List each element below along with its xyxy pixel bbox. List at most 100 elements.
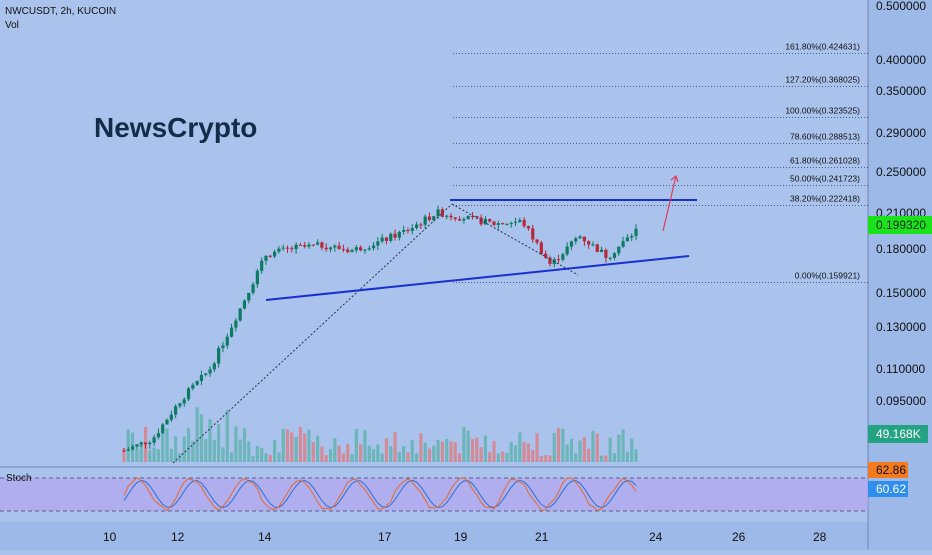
candle-body xyxy=(161,424,165,434)
price-tick: 0.500000 xyxy=(876,0,926,13)
volume-bar xyxy=(367,445,371,462)
candle-body xyxy=(526,226,531,229)
price-tick: 0.350000 xyxy=(876,84,926,98)
candle-body xyxy=(505,223,509,225)
candle-body xyxy=(247,292,251,301)
stoch-band xyxy=(0,478,868,511)
candle-body xyxy=(457,218,462,221)
volume-bar xyxy=(599,455,604,462)
candle-body xyxy=(625,237,629,242)
volume-bar xyxy=(501,451,505,462)
volume-bar xyxy=(139,441,143,462)
volume-value: 49.168K xyxy=(876,427,921,441)
volume-bar xyxy=(445,438,449,462)
volume-bar xyxy=(290,432,294,462)
stoch-band-group xyxy=(0,477,868,512)
stoch-d-line xyxy=(123,479,637,509)
time-tick: 28 xyxy=(813,530,827,544)
candle-body xyxy=(346,249,350,253)
volume-bar xyxy=(320,446,324,462)
volume-bar xyxy=(617,434,621,462)
volume-bar xyxy=(255,445,259,462)
fib-label: 0.00%(0.159921) xyxy=(795,271,860,281)
support-trendline[interactable] xyxy=(265,255,690,301)
candle-body xyxy=(208,369,212,374)
volume-bar xyxy=(303,433,307,462)
current-price-badge[interactable] xyxy=(868,216,932,234)
volume-bar xyxy=(505,452,509,462)
volume-bar xyxy=(483,435,488,462)
candle-body xyxy=(389,233,393,241)
volume-bar xyxy=(285,429,290,462)
candle-body xyxy=(604,249,608,258)
candle-body xyxy=(204,373,208,375)
price-tick: 0.095000 xyxy=(876,394,926,408)
volume-bar xyxy=(548,455,552,462)
volume-bar xyxy=(440,441,444,462)
volume-bar xyxy=(427,448,432,462)
candle-body xyxy=(419,224,423,226)
fib-label: 61.80%(0.261028) xyxy=(790,156,860,166)
volume-badge[interactable] xyxy=(868,425,928,443)
time-tick: 21 xyxy=(535,530,549,544)
drawings[interactable] xyxy=(172,174,697,464)
volume-bar xyxy=(371,449,376,462)
volume-label: Vol xyxy=(5,20,19,31)
time-tick: 26 xyxy=(732,530,746,544)
candle-body xyxy=(122,450,126,452)
candle-body xyxy=(341,248,346,250)
volume-bar xyxy=(376,444,380,462)
volume-bar xyxy=(182,436,186,462)
candle-body xyxy=(427,216,432,220)
candle-body xyxy=(599,249,604,253)
volume-bar xyxy=(350,454,354,462)
candle-body xyxy=(178,403,182,407)
price-axis-panel[interactable] xyxy=(868,0,932,550)
candle-body xyxy=(535,239,539,243)
volume-bar xyxy=(479,447,483,462)
time-axis-panel[interactable] xyxy=(0,522,868,550)
candle-body xyxy=(307,244,311,247)
stoch-k-badge[interactable] xyxy=(868,462,908,478)
volume-bar xyxy=(156,449,161,462)
candle-body xyxy=(397,231,401,238)
fib-retrace-dotted-line[interactable] xyxy=(451,203,579,276)
time-tick: 24 xyxy=(649,530,663,544)
candle-body xyxy=(496,223,500,225)
volume-bar xyxy=(221,447,225,462)
candle-body xyxy=(612,253,617,258)
volume-bar xyxy=(634,449,638,462)
projection-arrow[interactable] xyxy=(662,175,677,232)
volume-bar xyxy=(225,410,229,462)
stoch-d-badge[interactable] xyxy=(868,481,908,497)
candle-body xyxy=(199,374,204,381)
volume-bar xyxy=(380,453,384,462)
volume-bar xyxy=(186,427,191,462)
candle-body xyxy=(363,249,367,251)
candle-body xyxy=(630,235,634,238)
symbol-title[interactable]: NWCUSDT, 2h, KUCOIN xyxy=(5,6,116,17)
candle-body xyxy=(298,244,303,246)
candle-body xyxy=(268,255,272,257)
volume-bar xyxy=(569,438,574,462)
candle-body xyxy=(423,216,427,225)
volume-bar xyxy=(496,453,500,462)
candle-body xyxy=(440,209,444,217)
price-tick-labels: 0.500000 0.400000 0.350000 0.290000 0.25… xyxy=(876,0,926,408)
candle-body xyxy=(608,257,612,259)
volume-bar xyxy=(328,449,333,462)
candle-body xyxy=(556,259,561,261)
candle-body xyxy=(466,216,470,220)
time-tick: 12 xyxy=(171,530,185,544)
volume-bar xyxy=(148,450,152,462)
candle-body xyxy=(234,320,238,328)
volume-bar xyxy=(410,440,414,462)
candle-body xyxy=(260,260,264,271)
volume-bar xyxy=(556,428,561,462)
volume-bar xyxy=(251,455,255,462)
candle-body xyxy=(255,270,259,285)
fib-trend-dotted-line[interactable] xyxy=(172,203,453,464)
volume-bar xyxy=(393,432,397,462)
volume-bar xyxy=(264,453,268,462)
